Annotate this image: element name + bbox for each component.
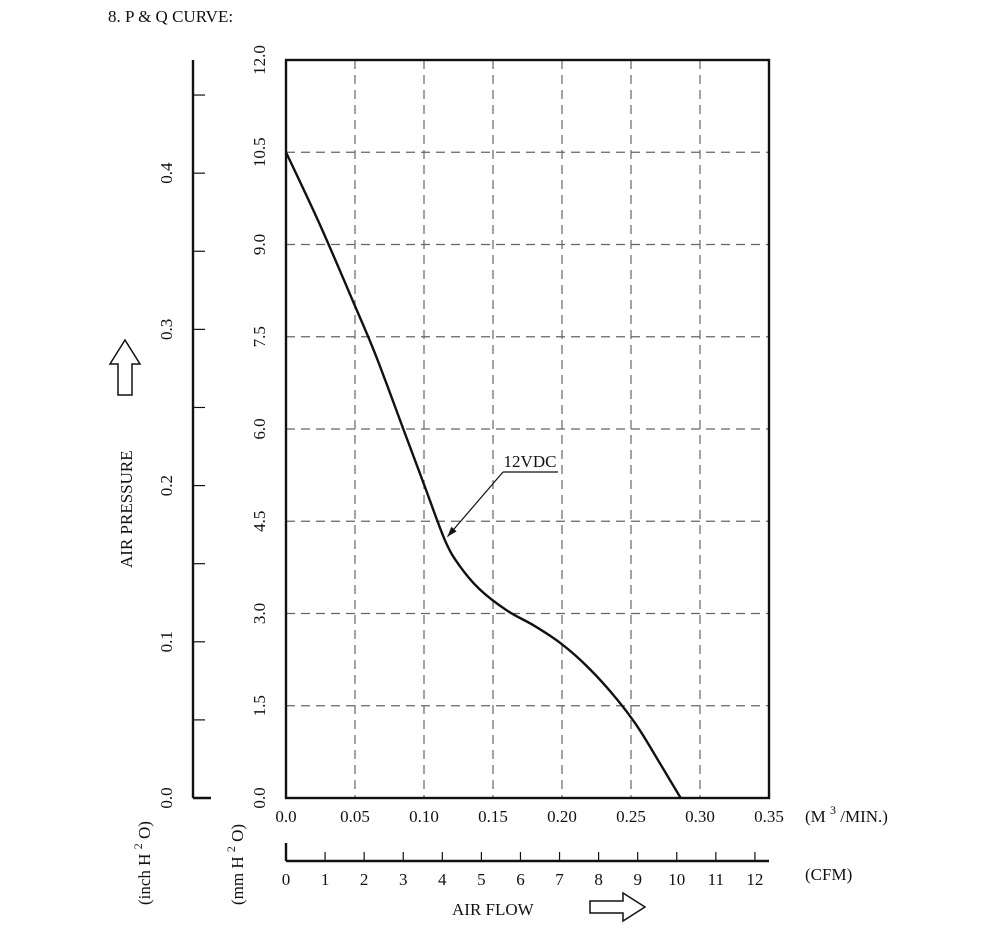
- cfm-tick-label: 0: [282, 870, 291, 889]
- inch-tick-label: 0.3: [157, 319, 176, 340]
- inch-unit-label: (inch H 2 O): [127, 821, 154, 905]
- cfm-tick-label: 6: [516, 870, 525, 889]
- inch-tick-label: 0.1: [157, 631, 176, 652]
- y-axis-title: AIR PRESSURE: [117, 450, 136, 568]
- curve-layer: [284, 151, 682, 799]
- x-tick-label: 0.0: [275, 807, 296, 826]
- y-axis-ticks: 0.0 1.5 3.0 4.5 6.0 7.5 9.0 10.5 12.0: [250, 45, 269, 809]
- y-tick-label: 1.5: [250, 695, 269, 716]
- x-unit-label: (M 3 /MIN.): [805, 799, 888, 826]
- x-unit-superscript: 3: [830, 803, 836, 817]
- cfm-axis: 0 1 2 3 4 5 6 7 8 9 10 11 12: [282, 843, 769, 889]
- y-tick-label: 4.5: [250, 511, 269, 532]
- x-tick-label: 0.30: [685, 807, 715, 826]
- cfm-tick-label: 7: [555, 870, 564, 889]
- mm-unit-label: (mm H 2 O): [220, 824, 247, 905]
- y-tick-label: 12.0: [250, 45, 269, 75]
- cfm-tick-label: 8: [594, 870, 603, 889]
- series-line-12vdc: [284, 151, 682, 799]
- inch-tick-label: 0.2: [157, 475, 176, 496]
- cfm-tick-label: 12: [746, 870, 763, 889]
- x-tick-label: 0.15: [478, 807, 508, 826]
- cfm-tick-label: 2: [360, 870, 369, 889]
- x-tick-label: 0.35: [754, 807, 784, 826]
- inch-unit-a: (inch H: [135, 854, 154, 905]
- cfm-tick-label: 4: [438, 870, 447, 889]
- annotation-layer: 12VDC: [447, 452, 558, 538]
- annotation-label-12vdc: 12VDC: [504, 452, 557, 471]
- cfm-tick-label: 3: [399, 870, 408, 889]
- mm-unit-superscript: 2: [224, 846, 238, 852]
- air-pressure-arrow-icon: [108, 338, 142, 396]
- x-unit-rest: /MIN.): [840, 807, 888, 826]
- x-tick-label: 0.05: [340, 807, 370, 826]
- annotation-leader: [447, 471, 504, 538]
- cfm-tick-label: 1: [321, 870, 330, 889]
- annotation-arrowhead-icon: [447, 526, 457, 537]
- cfm-tick-label: 11: [708, 870, 724, 889]
- y-tick-label: 6.0: [250, 418, 269, 439]
- x-axis-title: AIR FLOW: [452, 900, 535, 919]
- cfm-tick-label: 9: [633, 870, 642, 889]
- air-flow-arrow-icon: [589, 891, 647, 923]
- x-tick-label: 0.25: [616, 807, 646, 826]
- figure-heading: 8. P & Q CURVE:: [108, 7, 233, 26]
- y-tick-label: 3.0: [250, 603, 269, 624]
- y-tick-label: 7.5: [250, 326, 269, 347]
- y-tick-label: 10.5: [250, 137, 269, 167]
- x-axis-ticks: 0.0 0.05 0.10 0.15 0.20 0.25 0.30 0.35: [275, 807, 784, 826]
- inch-unit-b: O): [135, 821, 154, 839]
- y-tick-label: 0.0: [250, 787, 269, 808]
- inch-axis: 0.0 0.1 0.2 0.3 0.4: [157, 60, 211, 809]
- mm-unit-b: O): [228, 824, 247, 842]
- plot-frame: [284, 58, 771, 800]
- mm-unit-a: (mm H: [228, 856, 247, 905]
- y-tick-label: 9.0: [250, 234, 269, 255]
- x-unit-base: (M: [805, 807, 826, 826]
- inch-tick-label: 0.4: [157, 162, 176, 184]
- x-tick-label: 0.20: [547, 807, 577, 826]
- cfm-unit-label: (CFM): [805, 865, 852, 884]
- cfm-tick-label: 5: [477, 870, 486, 889]
- x-tick-label: 0.10: [409, 807, 439, 826]
- grid-lines: [286, 60, 769, 798]
- cfm-tick-label: 10: [668, 870, 685, 889]
- inch-unit-superscript: 2: [131, 843, 145, 849]
- inch-tick-label: 0.0: [157, 787, 176, 808]
